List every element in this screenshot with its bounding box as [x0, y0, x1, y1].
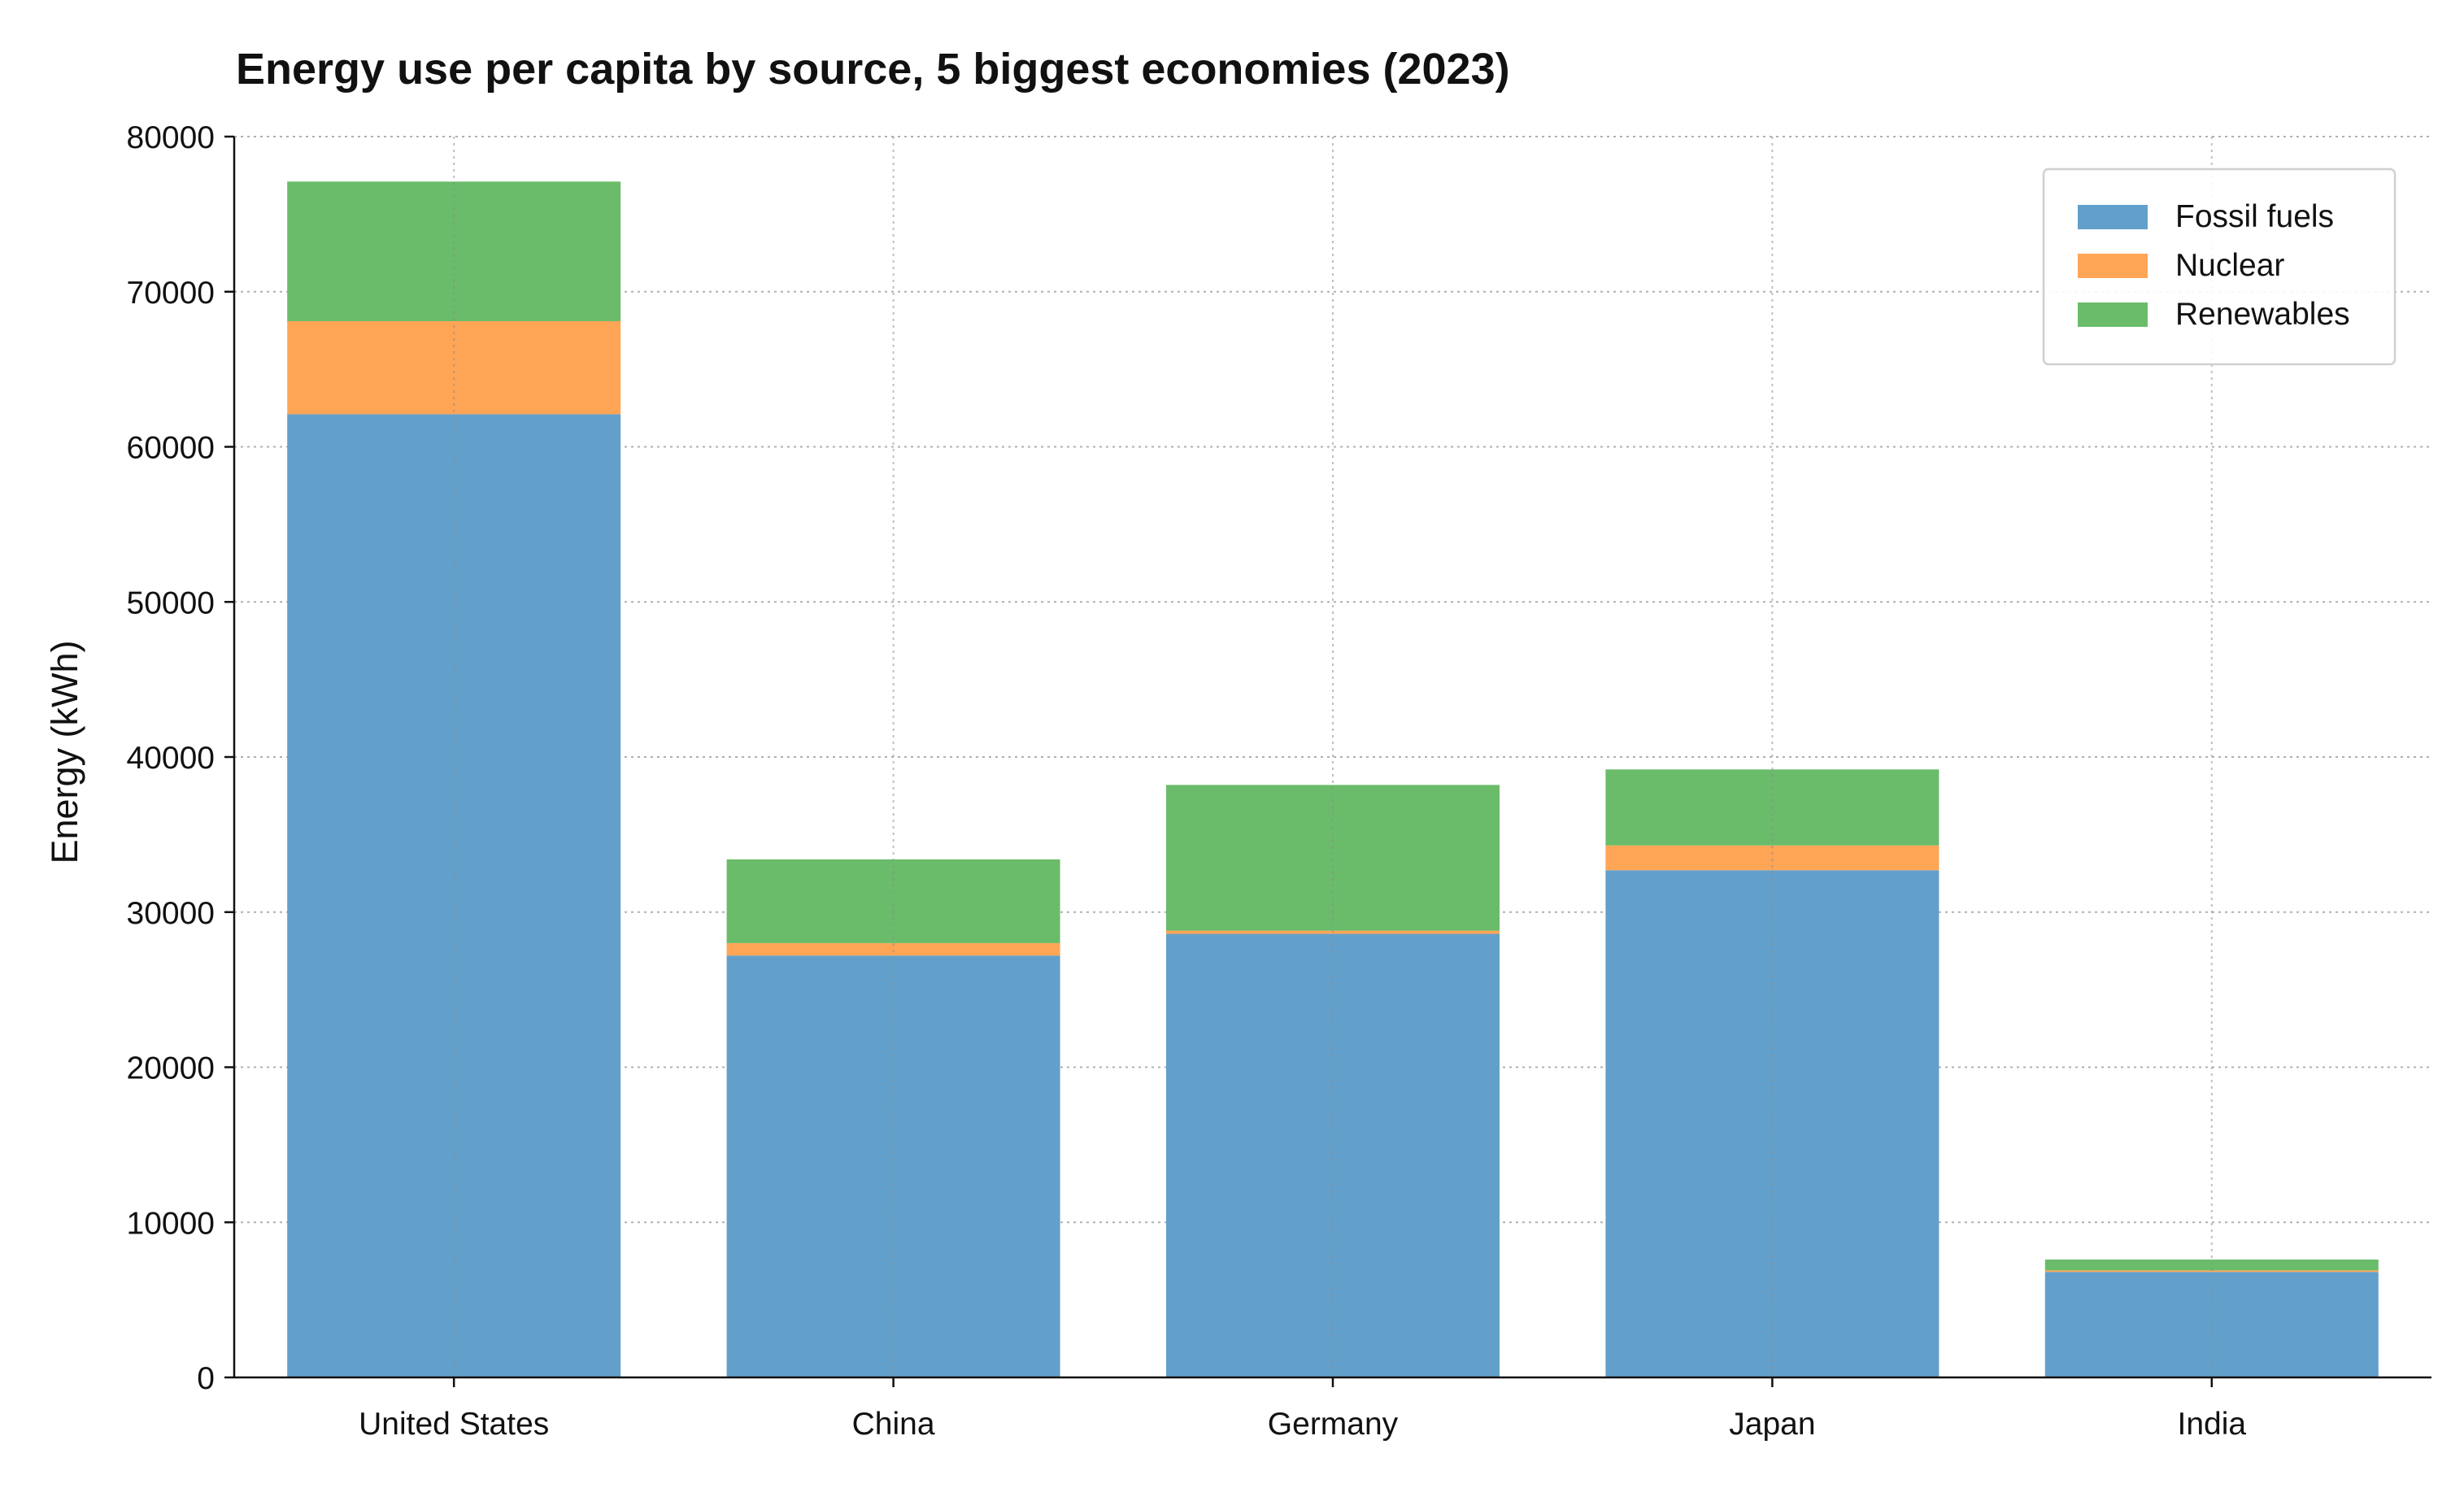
- y-tick-label: 80000: [127, 120, 215, 155]
- y-tick-label: 40000: [127, 741, 215, 776]
- x-tick-label: Japan: [1729, 1407, 1815, 1442]
- y-tick-label: 50000: [127, 585, 215, 620]
- bar-renewables-india: [2044, 1260, 2379, 1271]
- x-tick-label: China: [852, 1407, 935, 1442]
- legend-label: Nuclear: [2175, 248, 2284, 283]
- y-tick-label: 60000: [127, 431, 215, 466]
- legend-swatch: [2078, 302, 2148, 327]
- y-tick-label: 20000: [127, 1051, 215, 1086]
- y-tick-label: 70000: [127, 276, 215, 311]
- legend-label: Fossil fuels: [2175, 199, 2334, 234]
- x-tick-label: United States: [359, 1407, 549, 1442]
- y-tick-label: 30000: [127, 896, 215, 931]
- y-axis-label: Energy (kWh): [44, 640, 85, 864]
- bar-nuclear-india: [2044, 1270, 2379, 1273]
- bar-fossil-fuels-germany: [1166, 933, 1500, 1377]
- legend-label: Renewables: [2175, 297, 2350, 332]
- chart-title: Energy use per capita by source, 5 bigge…: [236, 45, 1510, 94]
- bar-renewables-united-states: [287, 181, 621, 321]
- bar-nuclear-united-states: [287, 320, 621, 415]
- x-tick-label: Germany: [1268, 1407, 1399, 1442]
- axes: 0 10000 20000 30000 40000 50000 60000 70000 8000…: [127, 120, 2431, 1442]
- legend-swatch: [2078, 254, 2148, 278]
- legend: Fossil fuels Nuclear Renewables: [2042, 168, 2397, 366]
- bar-fossil-fuels-japan: [1605, 870, 1939, 1377]
- bar-fossil-fuels-united-states: [287, 414, 621, 1377]
- y-tick-label: 10000: [127, 1206, 215, 1241]
- legend-swatch: [2078, 205, 2148, 229]
- x-tick-label: India: [2178, 1407, 2247, 1442]
- y-tick-label: 0: [197, 1361, 215, 1396]
- bar-nuclear-china: [726, 942, 1060, 956]
